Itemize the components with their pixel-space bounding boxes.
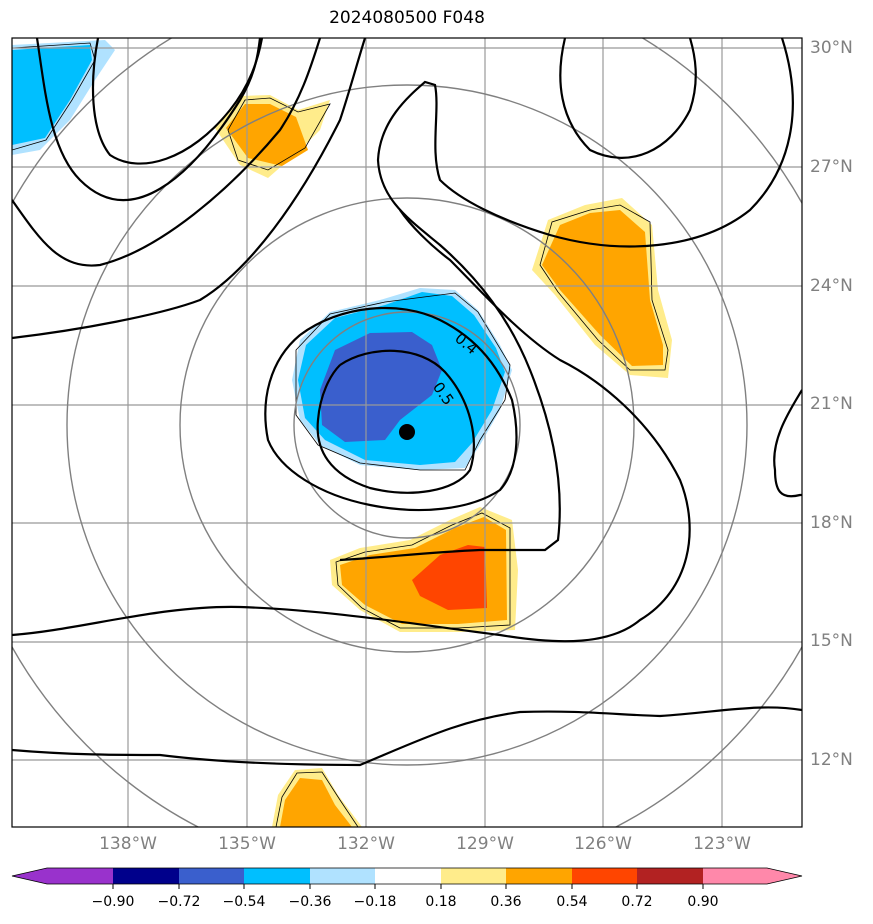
graticule — [12, 38, 802, 827]
latitude-label: 15°N — [810, 631, 853, 651]
strong-positive-anomaly-region — [412, 545, 487, 610]
colorbar-extend-high — [703, 868, 802, 884]
latitude-label: 27°N — [810, 157, 853, 177]
colorbar-segment — [506, 868, 572, 884]
latitude-label: 24°N — [810, 276, 853, 296]
colorbar-tick-label: −0.54 — [222, 894, 266, 910]
colorbar-tick-label: −0.90 — [91, 894, 135, 910]
longitude-label: 129°W — [456, 834, 514, 854]
figure-title: 2024080500 F048 — [329, 8, 485, 28]
range-rings — [12, 38, 802, 827]
latitude-label: 30°N — [810, 38, 853, 58]
colorbar-segment — [310, 868, 375, 884]
colorbar-segment — [375, 868, 441, 884]
colorbar-segment — [113, 868, 179, 884]
colorbar-tick-label: 0.90 — [687, 894, 719, 910]
colorbar-tick-label: −0.72 — [157, 894, 201, 910]
colorbar-tick-label: −0.18 — [353, 894, 397, 910]
colorbar-extend-low — [12, 868, 113, 884]
latitude-label: 21°N — [810, 394, 853, 414]
colorbar-tick-label: 0.36 — [490, 894, 522, 910]
positive-anomaly-region — [280, 778, 352, 827]
longitude-label: 132°W — [337, 834, 395, 854]
longitude-label: 135°W — [218, 834, 276, 854]
longitude-label: 138°W — [99, 834, 157, 854]
negative-anomaly-region — [12, 45, 92, 145]
longitude-label: 126°W — [574, 834, 632, 854]
colorbar-tick-label: 0.72 — [621, 894, 653, 910]
colorbar-tick-label: −0.36 — [288, 894, 332, 910]
plot-frame — [11, 37, 803, 828]
colorbar-segment — [244, 868, 310, 884]
colorbar-tick-label: 0.54 — [556, 894, 588, 910]
latitude-label: 18°N — [810, 513, 853, 533]
colorbar — [11, 867, 803, 889]
shaded-region-outlines — [12, 42, 669, 827]
storm-center-marker — [399, 424, 415, 440]
colorbar-segment — [637, 868, 703, 884]
colorbar-segment — [179, 868, 244, 884]
longitude-label: 123°W — [693, 834, 751, 854]
colorbar-segment — [441, 868, 506, 884]
contour-lines — [12, 38, 802, 767]
colorbar-segment — [572, 868, 637, 884]
latitude-label: 12°N — [810, 750, 853, 770]
colorbar-outline — [11, 867, 803, 885]
colorbar-tick-label: 0.18 — [425, 894, 457, 910]
